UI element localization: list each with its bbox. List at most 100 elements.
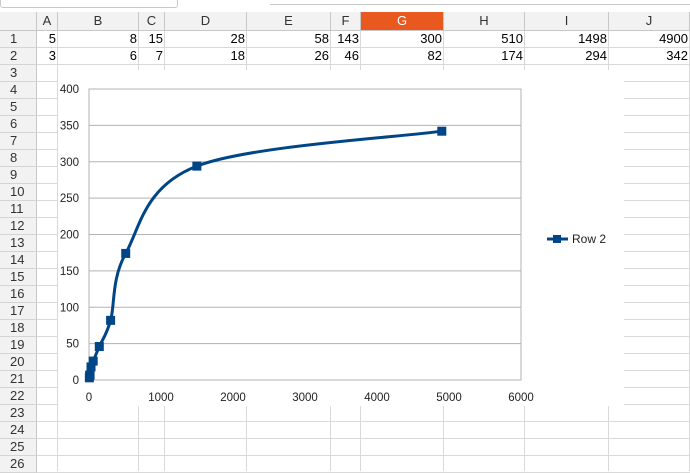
row-header-6[interactable]: 6 [0,116,37,133]
y-tick-label: 400 [60,84,79,96]
column-header-h[interactable]: H [444,12,525,31]
row-header-12[interactable]: 12 [0,218,37,235]
row-header-23[interactable]: 23 [0,405,37,422]
cell-g1[interactable]: 300 [420,31,442,46]
row-header-1[interactable]: 1 [0,31,37,48]
row-header-7[interactable]: 7 [0,133,37,150]
column-header-f[interactable]: F [331,12,361,31]
legend-marker-icon [553,235,561,243]
column-header-j[interactable]: J [609,12,690,31]
select-all-corner[interactable] [0,12,37,31]
grid-row-line [37,64,690,65]
cell-j2[interactable]: 342 [666,48,688,63]
data-point [94,342,104,352]
column-header-d[interactable]: D [165,12,247,31]
row-header-25[interactable]: 25 [0,439,37,456]
x-tick-label: 6000 [508,392,534,404]
cell-e1[interactable]: 58 [314,31,329,46]
data-point [192,161,202,171]
y-axis-ticks: 0 50 100 150 200 250 300 350 400 [60,84,79,387]
toolbar-strip [0,0,690,12]
column-header-b[interactable]: B [58,12,139,31]
x-axis-ticks: 0 1000 2000 3000 4000 5000 6000 [86,392,534,404]
x-tick-label: 1000 [148,392,174,404]
cell-i1[interactable]: 1498 [578,31,607,46]
column-header-c[interactable]: C [139,12,165,31]
cell-e2[interactable]: 26 [314,48,329,63]
column-header-g[interactable]: G [361,12,444,31]
series-line-row-2 [87,129,443,378]
row-header-24[interactable]: 24 [0,422,37,439]
row-header-17[interactable]: 17 [0,303,37,320]
grid-row-line [37,455,690,456]
row-header-2[interactable]: 2 [0,48,37,65]
cell-b1[interactable]: 8 [129,31,137,46]
x-tick-label: 0 [86,392,92,404]
series-markers [84,126,447,383]
cell-i2[interactable]: 294 [585,48,607,63]
row-header-21[interactable]: 21 [0,371,37,388]
row-header-16[interactable]: 16 [0,286,37,303]
row-header-9[interactable]: 9 [0,167,37,184]
y-tick-label: 100 [60,302,79,314]
column-header-i[interactable]: I [525,12,609,31]
column-header-e[interactable]: E [247,12,331,31]
grid-column-line [57,31,58,471]
y-tick-label: 0 [73,375,79,387]
formula-bar[interactable] [270,0,690,5]
x-tick-label: 5000 [436,392,462,404]
legend-label: Row 2 [572,232,606,246]
row-header-26[interactable]: 26 [0,456,37,473]
row-header-5[interactable]: 5 [0,99,37,116]
column-header-a[interactable]: A [37,12,58,31]
legend: Row 2 [547,232,606,246]
x-tick-label: 4000 [364,392,390,404]
row-header-3[interactable]: 3 [0,65,37,82]
row-header-22[interactable]: 22 [0,388,37,405]
cell-a1[interactable]: 5 [48,31,56,46]
cell-c2[interactable]: 7 [155,48,163,63]
row-header-18[interactable]: 18 [0,320,37,337]
plot-area [88,88,522,381]
name-box[interactable] [0,0,178,8]
cell-d2[interactable]: 18 [230,48,245,63]
row-header-14[interactable]: 14 [0,252,37,269]
cell-a2[interactable]: 3 [48,48,56,63]
cell-f1[interactable]: 143 [337,31,359,46]
grid-row-line [37,47,690,48]
y-tick-label: 350 [60,120,79,132]
cell-g2[interactable]: 82 [427,48,442,63]
row-header-19[interactable]: 19 [0,337,37,354]
data-point [106,315,116,325]
x-tick-label: 3000 [292,392,318,404]
y-tick-label: 200 [60,230,79,242]
data-point [121,248,131,258]
data-point [86,362,96,372]
y-tick-label: 50 [66,339,79,351]
cell-c1[interactable]: 15 [148,31,163,46]
row-header-15[interactable]: 15 [0,269,37,286]
grid-row-line [37,421,690,422]
x-tick-label: 2000 [220,392,246,404]
data-point [85,370,95,380]
cell-h2[interactable]: 174 [501,48,523,63]
row-header-10[interactable]: 10 [0,184,37,201]
cell-j1[interactable]: 4900 [659,31,688,46]
cell-d1[interactable]: 28 [230,31,245,46]
y-tick-label: 150 [60,266,79,278]
cell-b2[interactable]: 6 [129,48,137,63]
chart-svg: 0 50 100 150 200 250 300 350 400 0 1000 2000 3000 40… [60,84,607,404]
cell-f2[interactable]: 46 [344,48,359,63]
row-header-20[interactable]: 20 [0,354,37,371]
data-point [437,126,447,136]
row-header-4[interactable]: 4 [0,82,37,99]
y-tick-label: 300 [60,157,79,169]
cell-h1[interactable]: 510 [501,31,523,46]
chart-gridlines [89,88,521,381]
chart[interactable]: 0 50 100 150 200 250 300 350 400 0 1000 2000 3000 40… [58,70,624,406]
row-header-11[interactable]: 11 [0,201,37,218]
data-point [88,356,98,366]
y-tick-label: 250 [60,193,79,205]
row-header-8[interactable]: 8 [0,150,37,167]
row-header-13[interactable]: 13 [0,235,37,252]
